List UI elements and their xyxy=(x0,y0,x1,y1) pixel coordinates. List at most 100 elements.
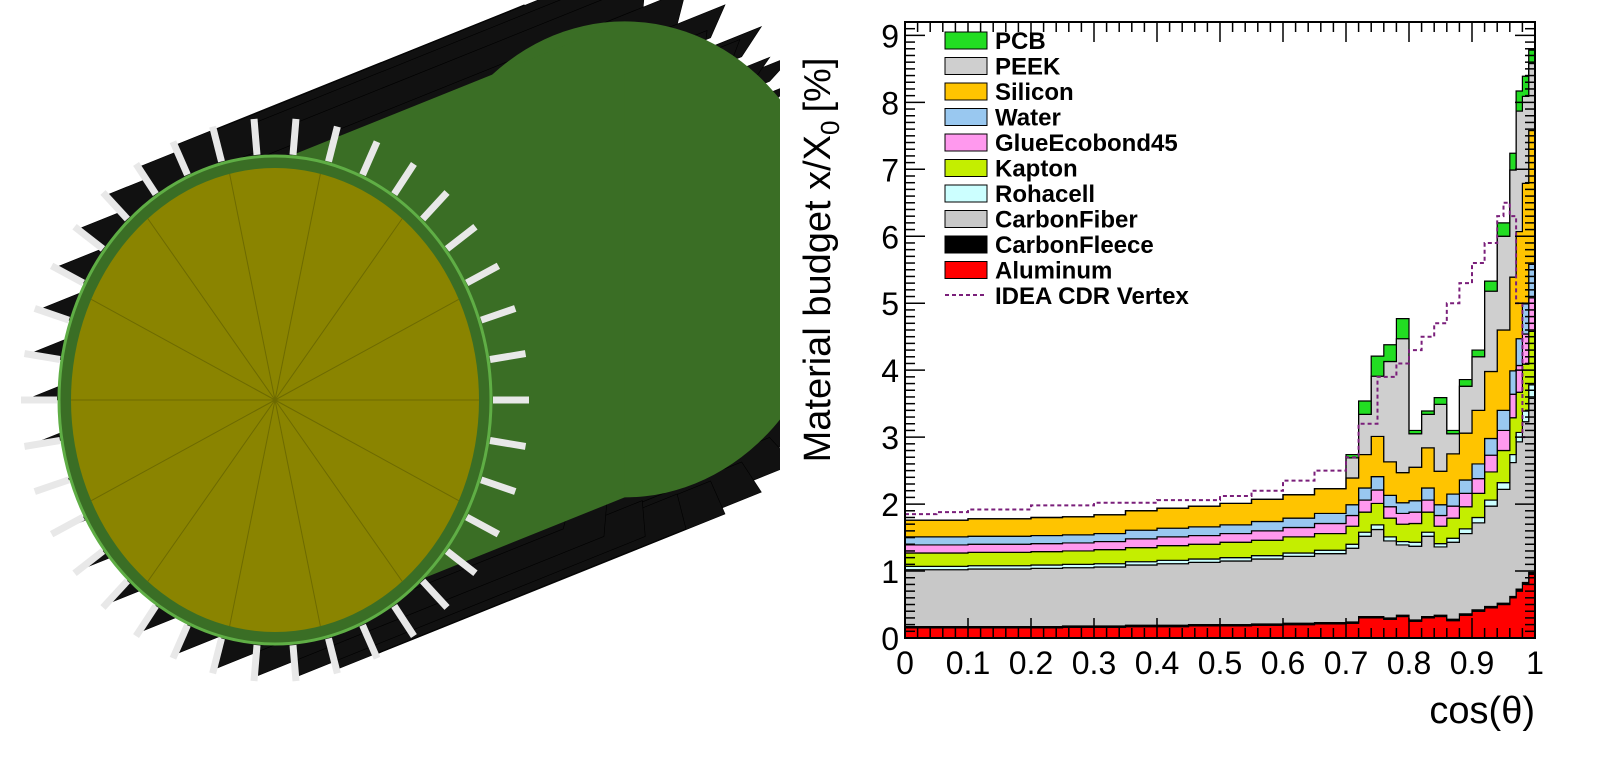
y-tick-label: 7 xyxy=(881,152,899,188)
stave-edge xyxy=(49,514,85,538)
legend-item-kapton: Kapton xyxy=(944,156,1078,183)
stave-edge xyxy=(23,437,61,450)
legend-swatch xyxy=(944,261,988,279)
stave-edge xyxy=(209,637,225,675)
stave-edge xyxy=(465,514,501,538)
legend-swatch xyxy=(944,57,988,75)
stave-edge xyxy=(480,476,517,495)
stave-edge xyxy=(33,476,70,495)
stave-edge xyxy=(444,548,478,576)
module-seam xyxy=(147,218,276,401)
y-tick-label: 0 xyxy=(881,621,899,657)
legend-label: Silicon xyxy=(995,79,1074,106)
legend-swatch xyxy=(944,133,988,152)
legend-swatch xyxy=(944,159,988,177)
stave-edge xyxy=(420,578,450,610)
legend-label: Rohacell xyxy=(995,181,1095,208)
legend-label: PEEK xyxy=(995,54,1061,81)
stave-edge xyxy=(100,190,130,222)
stave-edge xyxy=(359,623,381,660)
x-tick-label: 1 xyxy=(1526,645,1544,681)
stave-edge xyxy=(480,305,517,324)
legend-label: PCB xyxy=(995,28,1046,55)
module-seam xyxy=(90,399,276,502)
legend-label: CarbonFiber xyxy=(995,207,1138,234)
legend: PCBPEEKSiliconWaterGlueEcobond45KaptonRo… xyxy=(944,28,1189,310)
x-tick-label: 0 xyxy=(896,645,914,681)
module-seam xyxy=(90,298,276,401)
module-seam xyxy=(274,399,460,502)
legend-item-carbonfleece: CarbonFleece xyxy=(944,232,1154,259)
y-tick-label: 3 xyxy=(881,420,899,456)
y-tick-label: 5 xyxy=(881,286,899,322)
legend-label: IDEA CDR Vertex xyxy=(995,283,1189,310)
legend-swatch xyxy=(944,184,988,203)
x-tick-label: 0.6 xyxy=(1261,645,1305,681)
stave-edge xyxy=(33,305,70,324)
x-axis-title: cos(θ) xyxy=(1429,690,1535,732)
stave-edge xyxy=(72,224,106,252)
x-tick-label: 0.7 xyxy=(1324,645,1368,681)
stave-edge xyxy=(100,578,130,610)
module-seam xyxy=(274,399,321,627)
stave-edge xyxy=(250,644,261,682)
y-tick-label: 2 xyxy=(881,487,899,523)
stave-edge xyxy=(325,125,341,163)
stave-edge xyxy=(391,162,417,196)
legend-label: Water xyxy=(995,105,1061,132)
module-seam xyxy=(229,173,276,401)
y-tick-label: 8 xyxy=(881,85,899,121)
legend-item-water: Water xyxy=(944,105,1061,132)
x-tick-label: 0.9 xyxy=(1450,645,1494,681)
legend-swatch xyxy=(944,108,988,126)
stave-edge xyxy=(391,604,417,638)
y-tick-label: 4 xyxy=(881,353,899,389)
legend-swatch xyxy=(944,82,988,101)
module-seam xyxy=(274,218,403,401)
legend-item-aluminum: Aluminum xyxy=(944,258,1112,285)
legend-item-rohacell: Rohacell xyxy=(944,181,1095,208)
stave-edge xyxy=(289,644,300,682)
module-seam xyxy=(274,399,403,582)
legend-item-glueecobond45: GlueEcobond45 xyxy=(944,130,1178,157)
stave-edge xyxy=(169,623,191,660)
x-tick-label: 0.2 xyxy=(1009,645,1053,681)
stave-edge xyxy=(209,125,225,163)
module-seam xyxy=(229,399,276,627)
stave-edge xyxy=(489,350,527,363)
stave-edge xyxy=(489,437,527,450)
y-tick-label: 1 xyxy=(881,554,899,590)
axis-ticks xyxy=(904,21,1536,639)
x-tick-label: 0.1 xyxy=(946,645,990,681)
material-budget-chart: 0 0.1 0.2 0.3 0.4 0.5 0.6 0.7 0.8 0.9 1 0 1 2 3 4 5 6 7 8 9… xyxy=(797,18,1544,732)
legend-item-peek: PEEK xyxy=(944,54,1061,81)
y-axis-title-unit: [%] xyxy=(797,58,839,113)
legend-label: CarbonFleece xyxy=(995,232,1154,259)
svg-text:Material budget x/X0[%]: Material budget x/X0 [%] xyxy=(797,58,845,463)
stave-edge xyxy=(359,140,381,177)
reference-line xyxy=(905,201,1529,516)
y-axis-title-subscript: 0 xyxy=(815,121,845,135)
x-tick-label: 0.4 xyxy=(1135,645,1179,681)
y-tick-labels: 0 1 2 3 4 5 6 7 8 9 xyxy=(881,18,899,657)
vertex-detector-3d-render xyxy=(21,0,780,682)
stave-edge xyxy=(465,262,501,286)
legend-item-carbonfiber: CarbonFiber xyxy=(944,207,1138,234)
x-tick-label: 0.8 xyxy=(1387,645,1431,681)
stave-edge xyxy=(444,224,478,252)
module-seam xyxy=(147,399,276,582)
idea-cdr-vertex-line xyxy=(905,201,1529,516)
stave-edge xyxy=(169,140,191,177)
module-seam xyxy=(274,298,460,401)
stave-edge xyxy=(289,118,300,156)
module-seam xyxy=(274,173,321,401)
y-tick-label: 6 xyxy=(881,219,899,255)
stave-edge xyxy=(133,162,159,196)
legend-swatch xyxy=(944,235,988,254)
y-axis-title: Material budget x/X0 [%] xyxy=(797,58,845,463)
x-tick-labels: 0 0.1 0.2 0.3 0.4 0.5 0.6 0.7 0.8 0.9 1 xyxy=(896,645,1544,681)
x-tick-label: 0.3 xyxy=(1072,645,1116,681)
legend-label: Kapton xyxy=(995,156,1078,183)
stave-edge xyxy=(250,118,261,156)
legend-swatch xyxy=(944,31,988,50)
